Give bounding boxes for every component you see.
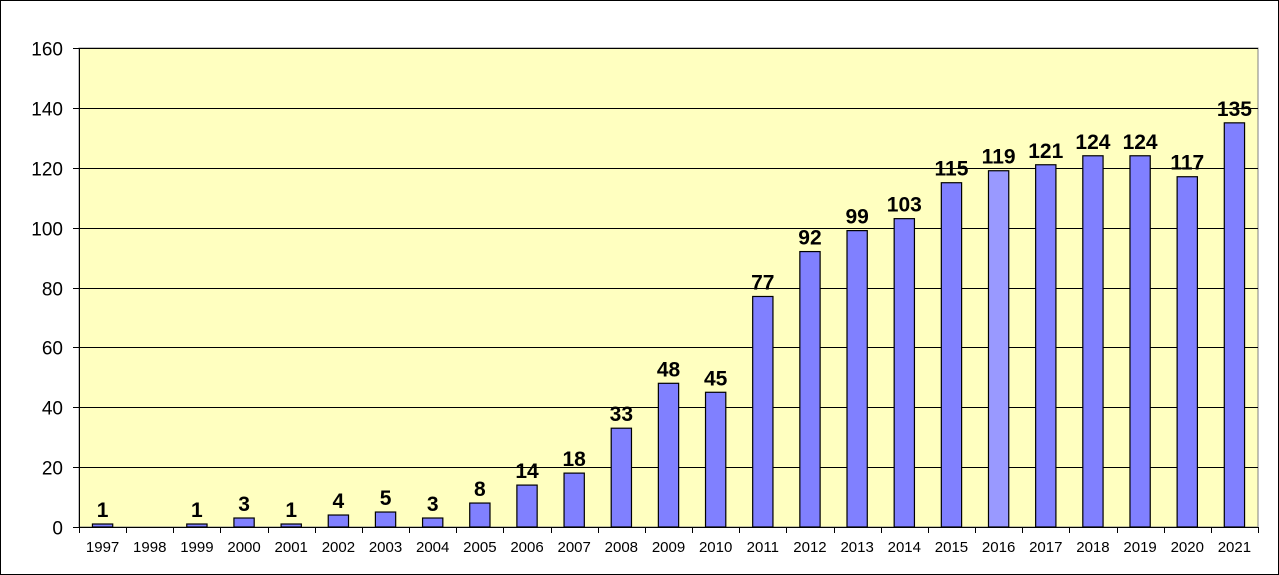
data-label-2004: 3	[427, 493, 439, 516]
y-tick-label: 20	[42, 459, 63, 480]
x-tick-label-1997: 1997	[86, 539, 119, 556]
data-label-1997: 1	[97, 499, 109, 522]
x-tick-label-2006: 2006	[510, 539, 543, 556]
x-tick-label-2008: 2008	[605, 539, 638, 556]
data-label-2015: 115	[935, 158, 969, 181]
bar-2009	[657, 382, 680, 528]
data-label-1999: 1	[191, 499, 203, 522]
data-label-2007: 18	[563, 448, 587, 471]
y-tick-label: 80	[42, 280, 63, 301]
x-tick-label-2020: 2020	[1171, 539, 1204, 556]
y-axis-ticks: 0 20 40 60 80 100 120 140 160	[31, 40, 79, 540]
bar-2003	[374, 511, 397, 528]
data-label-2010: 45	[704, 367, 728, 390]
data-label-2000: 3	[238, 493, 250, 516]
data-label-2018: 124	[1075, 131, 1110, 154]
bar-1997	[91, 523, 114, 528]
x-tick-label-2017: 2017	[1029, 539, 1062, 556]
data-label-2011: 77	[751, 271, 774, 294]
data-label-2017: 121	[1028, 140, 1063, 163]
x-tick-label-2012: 2012	[793, 539, 826, 556]
y-tick-label: 0	[52, 519, 63, 540]
y-tick-label: 120	[31, 160, 63, 181]
x-tick-label-2015: 2015	[935, 539, 968, 556]
y-tick-label: 100	[31, 220, 63, 241]
y-tick-label: 60	[42, 339, 63, 360]
data-label-2008: 33	[610, 403, 633, 426]
y-tick-label: 140	[31, 100, 63, 121]
bar-2014	[893, 218, 916, 528]
data-label-2009: 48	[657, 358, 681, 381]
bar-2011	[752, 295, 774, 528]
bar-1999	[186, 523, 208, 528]
x-tick-label-2009: 2009	[652, 539, 685, 556]
data-label-2003: 5	[380, 487, 392, 510]
bar-2018	[1082, 155, 1104, 528]
bar-2013	[846, 230, 868, 528]
data-label-2013: 99	[845, 206, 868, 229]
y-tick-label: 40	[42, 399, 63, 420]
x-tick-label-2013: 2013	[840, 539, 873, 556]
x-tick-label-2014: 2014	[888, 539, 921, 556]
y-tick-label: 160	[31, 40, 63, 61]
x-tick-label-1998: 1998	[133, 539, 166, 556]
data-label-2019: 124	[1123, 131, 1158, 154]
bar-2017	[1035, 164, 1057, 528]
bar-2016	[987, 170, 1010, 528]
bar-2010	[704, 391, 727, 528]
x-tick-label-2005: 2005	[463, 539, 496, 556]
axes	[79, 48, 1259, 533]
x-tick-label-2003: 2003	[369, 539, 402, 556]
x-tick-label-1999: 1999	[180, 539, 213, 556]
data-label-2006: 14	[515, 460, 539, 483]
bar-2005	[469, 502, 491, 528]
x-tick-label-2010: 2010	[699, 539, 732, 556]
data-label-2005: 8	[474, 478, 486, 501]
bar-2020	[1176, 176, 1198, 528]
bar-2012	[799, 250, 821, 528]
x-tick-label-2021: 2021	[1218, 539, 1251, 556]
x-tick-label-2018: 2018	[1076, 539, 1109, 556]
data-label-2021: 135	[1217, 98, 1252, 121]
x-axis-tick-labels: 1997 1998 1999 2000 2001 2002 2003 2004 2005 2006…	[86, 539, 1251, 556]
bar-2002	[327, 514, 350, 528]
x-tick-label-2004: 2004	[416, 539, 449, 556]
bar-2001	[280, 523, 302, 528]
data-label-2001: 1	[285, 499, 297, 522]
data-label-2002: 4	[333, 490, 345, 513]
data-label-2020: 117	[1170, 152, 1204, 175]
bar-2015	[940, 182, 963, 528]
data-label-2016: 119	[982, 146, 1016, 169]
bar-2021	[1223, 122, 1246, 528]
data-label-2014: 103	[887, 194, 922, 217]
bar-2008	[610, 427, 633, 528]
bar-2004	[421, 517, 444, 528]
x-tick-label-2016: 2016	[982, 539, 1015, 556]
bar-2019	[1129, 155, 1151, 528]
x-tick-label-2011: 2011	[747, 539, 779, 556]
bar-2000	[233, 517, 255, 528]
bar-2006	[516, 484, 538, 528]
x-tick-label-2002: 2002	[322, 539, 355, 556]
x-tick-label-2000: 2000	[227, 539, 260, 556]
x-tick-label-2001: 2001	[275, 539, 308, 556]
bar-2007	[563, 472, 585, 528]
data-label-2012: 92	[798, 227, 821, 250]
x-tick-label-2019: 2019	[1123, 539, 1156, 556]
x-tick-label-2007: 2007	[557, 539, 590, 556]
